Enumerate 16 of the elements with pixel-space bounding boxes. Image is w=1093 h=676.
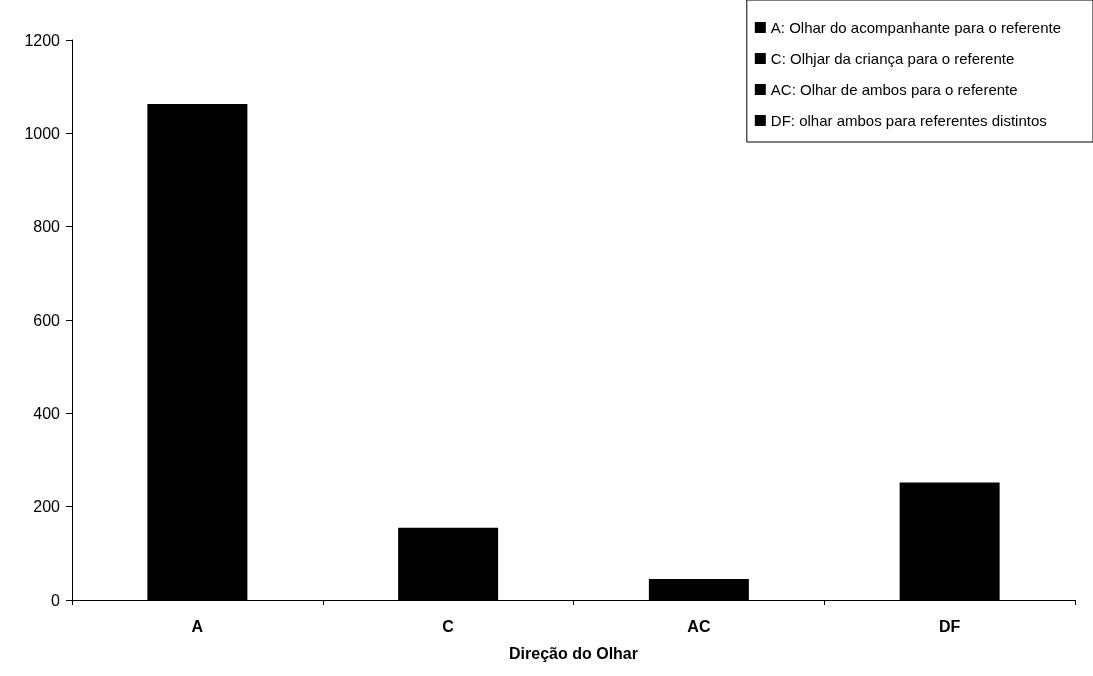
y-tick-label: 1000 [24,124,61,142]
y-tick-label: 200 [33,498,61,516]
legend-label: C: Olhjar da criança para o referente [770,50,1015,67]
legend-label: AC: Olhar de ambos para o referente [770,81,1018,98]
x-tick-label: A [191,617,204,635]
x-tick-label: AC [687,617,711,635]
legend-label: DF: olhar ambos para referentes distintos [770,112,1047,129]
legend-label: A: Olhar do acompanhante para o referente [770,19,1061,36]
y-tick-label: 1200 [24,31,61,49]
y-tick-label: 600 [33,311,61,329]
y-tick-label: 0 [51,591,61,609]
x-tick-label: DF [938,617,961,635]
y-tick-label: 800 [33,218,61,236]
y-tick-label: 400 [33,404,61,422]
x-tick-label: C [442,617,455,635]
x-axis-title: Direção do Olhar [509,644,638,662]
